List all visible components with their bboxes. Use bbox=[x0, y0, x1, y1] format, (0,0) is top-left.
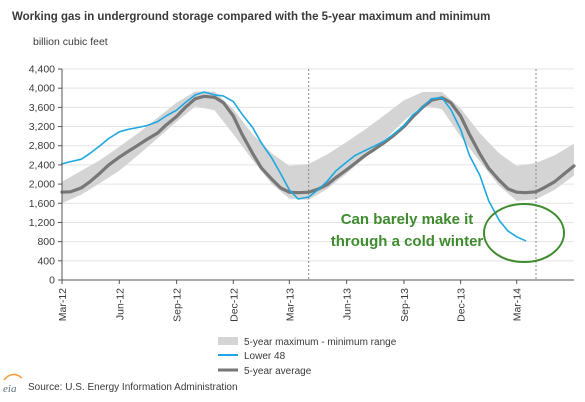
y-tick-label: 4,400 bbox=[29, 64, 55, 76]
x-tick-label: Jun-12 bbox=[114, 288, 126, 320]
legend-label-average: 5-year average bbox=[244, 366, 312, 377]
y-tick-label: 2,800 bbox=[29, 140, 55, 152]
y-axis-unit-label: billion cubic feet bbox=[33, 36, 108, 48]
y-tick-label: 1,600 bbox=[29, 198, 55, 210]
annotation-circle bbox=[483, 203, 565, 263]
legend-label-lower48: Lower 48 bbox=[244, 351, 286, 362]
eia-logo: eia bbox=[3, 373, 23, 395]
x-tick-label: Mar-12 bbox=[57, 288, 69, 321]
y-tick-label: 3,200 bbox=[29, 121, 55, 133]
x-tick-label: Dec-13 bbox=[456, 288, 468, 322]
annotation-line-1: Can barely make it bbox=[341, 211, 474, 228]
legend: 5-year maximum - minimum range Lower 48 … bbox=[218, 337, 397, 377]
eia-logo-swoosh bbox=[3, 373, 23, 381]
x-tick-label: Sep-13 bbox=[399, 288, 411, 322]
annotation-line-2: through a cold winter bbox=[331, 233, 484, 250]
y-tick-label: 4,000 bbox=[29, 83, 55, 95]
y-tick-label: 1,200 bbox=[29, 217, 55, 229]
x-tick-label: Dec-12 bbox=[228, 288, 240, 322]
y-tick-label: 3,600 bbox=[29, 102, 55, 114]
y-tick-label: 400 bbox=[37, 255, 55, 267]
source-note: Source: U.S. Energy Information Administ… bbox=[28, 382, 238, 393]
y-tick-label: 0 bbox=[49, 275, 55, 287]
legend-label-range: 5-year maximum - minimum range bbox=[244, 337, 397, 348]
y-tick-label: 2,000 bbox=[29, 179, 55, 191]
axes bbox=[61, 69, 574, 281]
range-band-area bbox=[62, 91, 574, 204]
x-tick-label: Mar-13 bbox=[284, 288, 296, 321]
lower48-series-path bbox=[61, 91, 527, 242]
y-tick-label: 800 bbox=[37, 236, 55, 248]
range-band bbox=[62, 91, 574, 204]
x-tick-label: Jun-13 bbox=[342, 288, 354, 320]
x-axis-ticks: Mar-12 Jun-12 Sep-12 Dec-12 Mar-13 Jun-13 Sep-… bbox=[57, 280, 524, 322]
y-tick-label: 2,400 bbox=[29, 159, 55, 171]
y-axis-ticks: 0 400 800 1,200 1,600 2,000 2,400 2,800 3,200 3,6… bbox=[29, 64, 62, 287]
chart-title: Working gas in underground storage compa… bbox=[12, 11, 490, 23]
eia-logo-text: eia bbox=[3, 383, 17, 395]
legend-swatch-range bbox=[218, 337, 238, 345]
vertical-markers bbox=[308, 69, 537, 280]
lower48-line bbox=[61, 91, 527, 242]
x-tick-label: Sep-12 bbox=[172, 288, 184, 322]
x-tick-label: Mar-14 bbox=[512, 288, 524, 321]
